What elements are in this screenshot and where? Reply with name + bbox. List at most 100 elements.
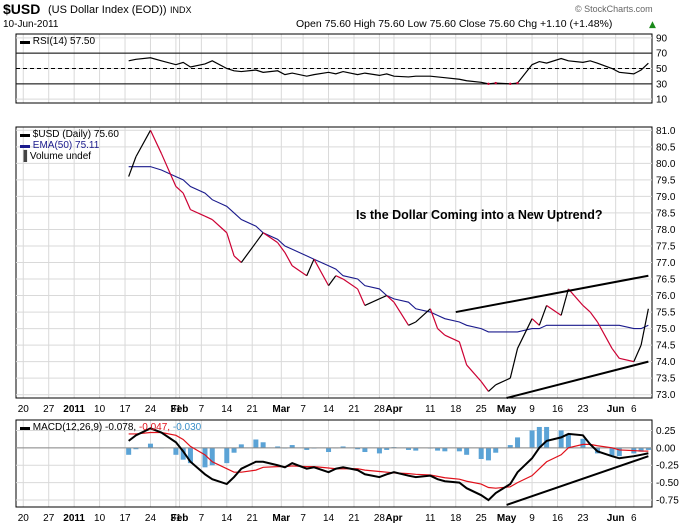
- price-y-tick-label: 74.5: [656, 341, 676, 352]
- macd-trendline: [506, 455, 649, 506]
- price-segment-up: [509, 348, 519, 379]
- price-segment-down: [342, 278, 358, 290]
- macd-histogram-bar: [147, 443, 153, 448]
- price-segment-down: [437, 328, 446, 336]
- price-segment-down: [589, 311, 598, 323]
- rsi-legend-swatch: ▬: [20, 36, 33, 47]
- macd-histogram-bar: [384, 447, 390, 450]
- price-segment-down: [211, 219, 228, 234]
- price-segment-down: [175, 186, 184, 194]
- price-segment-down: [531, 318, 540, 326]
- price-segment-down: [291, 265, 308, 277]
- rsi-oversold-point: [516, 81, 519, 85]
- x-tick-label: 2011: [63, 513, 85, 524]
- x-tick-label: 11: [425, 513, 436, 524]
- x-tick-label: 16: [552, 513, 564, 524]
- macd-histogram-bar: [645, 447, 651, 450]
- price-segment-down: [182, 192, 191, 210]
- x-tick-label: 31: [170, 513, 182, 524]
- price-segment-down: [466, 364, 482, 382]
- price-segment-up: [135, 130, 151, 158]
- rsi-oversold-point: [487, 82, 490, 86]
- x-tick-label: 10: [94, 404, 106, 415]
- x-tick-label: 24: [145, 513, 157, 524]
- price-segment-down: [596, 321, 613, 349]
- x-tick-label: 6: [631, 513, 637, 524]
- price-y-tick-label: 73.5: [656, 374, 676, 385]
- macd-histogram-bar: [289, 445, 295, 448]
- x-tick-label: 25: [476, 513, 488, 524]
- price-legend-entry: ▬ $USD (Daily) 75.60: [20, 129, 119, 140]
- macd-histogram-bar: [304, 447, 310, 450]
- macd-histogram-bar: [126, 447, 132, 455]
- x-tick-label: 2011: [63, 404, 85, 415]
- rsi-legend: ▬ RSI(14) 57.50: [20, 36, 95, 47]
- x-tick-label: 18: [450, 404, 462, 415]
- price-segment-down: [226, 232, 235, 257]
- macd-histogram-bar: [231, 447, 237, 453]
- rsi-y-tick-label: 30: [656, 79, 668, 90]
- price-segment-up: [306, 258, 315, 276]
- x-tick-label: Jun: [607, 404, 625, 415]
- price-segment-down: [357, 288, 366, 306]
- exchange-label: INDX: [170, 5, 192, 15]
- macd-histogram-bar: [580, 438, 586, 448]
- price-segment-down: [262, 232, 279, 244]
- x-tick-label: 10: [94, 513, 106, 524]
- macd-histogram-bar: [507, 445, 513, 448]
- price-y-tick-label: 76.5: [656, 275, 676, 286]
- price-segment-down: [160, 153, 177, 187]
- rsi-oversold-point: [494, 81, 497, 85]
- price-segment-down: [190, 209, 206, 217]
- macd-histogram-bar: [529, 430, 535, 448]
- x-tick-label: May: [497, 404, 517, 415]
- macd-histogram-bar: [275, 446, 281, 448]
- price-segment-down: [567, 288, 584, 306]
- macd-panel-frame: [15, 419, 653, 508]
- x-tick-label: 14: [221, 513, 233, 524]
- price-segment-up: [640, 308, 649, 346]
- x-tick-label: 24: [145, 404, 157, 415]
- price-segment-down: [611, 348, 620, 359]
- x-tick-label: 7: [199, 513, 205, 524]
- x-tick-label: 7: [300, 513, 306, 524]
- price-legend-text: Volume undef: [30, 151, 91, 162]
- rsi-y-tick-label: 10: [656, 95, 668, 106]
- x-tick-label: 14: [323, 513, 335, 524]
- macd-histogram-bar: [238, 444, 244, 448]
- x-tick-label: Feb: [171, 513, 189, 524]
- macd-histogram-bar: [565, 433, 571, 448]
- price-legend-swatch: ▬: [20, 129, 33, 140]
- x-tick-label: Feb: [171, 404, 189, 415]
- price-y-tick-label: 78.5: [656, 208, 676, 219]
- price-segment-down: [335, 275, 344, 280]
- price-segment-up: [488, 384, 497, 392]
- x-tick-label: 11: [425, 404, 436, 415]
- macd-histogram-bar: [435, 447, 441, 451]
- trendline-lower: [506, 360, 649, 399]
- price-segment-up: [255, 232, 264, 244]
- macd-histogram-bar: [362, 447, 368, 453]
- price-segment-up: [516, 318, 533, 349]
- quote-line: Open 75.60 High 75.60 Low 75.60 Close 75…: [296, 18, 612, 30]
- x-tick-label: 9: [529, 404, 535, 415]
- x-tick-label: 18: [450, 513, 462, 524]
- price-legend-text: EMA(50) 75.11: [33, 140, 100, 151]
- chart-annotation: Is the Dollar Coming into a New Uptrend?: [356, 208, 603, 222]
- price-y-tick-label: 81.0: [656, 126, 676, 137]
- price-segment-down: [277, 242, 286, 253]
- price-segment-down: [204, 215, 213, 221]
- macd-legend-swatch: ▬: [20, 422, 33, 433]
- price-segment-down: [393, 301, 410, 326]
- price-y-tick-label: 79.0: [656, 192, 676, 203]
- macd-histogram-bar: [515, 437, 521, 448]
- rsi-y-tick-label: 70: [656, 49, 668, 60]
- x-tick-label: 14: [323, 404, 335, 415]
- rsi-y-tick-label: 90: [656, 33, 668, 44]
- price-segment-down: [386, 295, 395, 303]
- macd-histogram-bar: [209, 447, 215, 466]
- macd-y-tick-label: 0.00: [656, 443, 676, 454]
- price-segment-up: [538, 305, 548, 326]
- macd-legend: ▬ MACD(12,26,9) -0.078, -0.047, -0.030: [20, 422, 202, 433]
- instrument-name: (US Dollar Index (EOD)): [48, 4, 167, 16]
